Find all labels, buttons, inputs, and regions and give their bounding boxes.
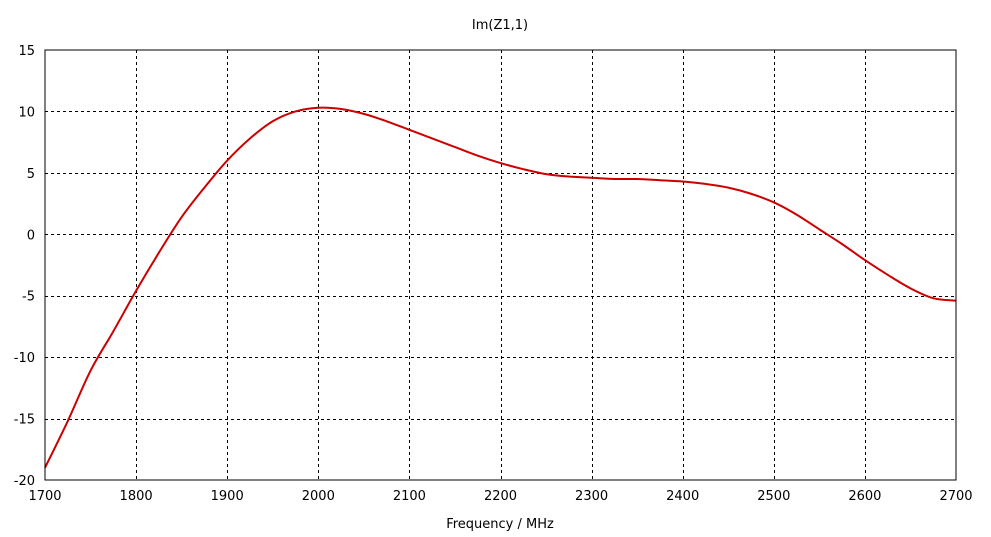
x-tick-label: 2200	[484, 489, 517, 504]
x-tick-label: 2000	[302, 489, 335, 504]
y-tick-label: -5	[22, 290, 35, 305]
plot-frame	[44, 49, 957, 481]
y-tick-label: 10	[18, 105, 35, 120]
y-tick-label: -15	[14, 413, 35, 428]
x-tick-label: 1800	[120, 489, 153, 504]
y-tick-label: -10	[14, 351, 35, 366]
x-tick-label: 2700	[939, 489, 972, 504]
x-tick-label: 2500	[757, 489, 790, 504]
y-tick-label: -20	[14, 474, 35, 489]
y-tick-label: 15	[18, 44, 35, 59]
x-tick-label: 2600	[848, 489, 881, 504]
x-tick-label: 2400	[666, 489, 699, 504]
y-tick-labels: -20 -15 -10 -5 0 5 10 15	[14, 44, 35, 489]
y-tick-label: 5	[27, 167, 35, 182]
x-axis-title: Frequency / MHz	[446, 517, 554, 532]
grid	[45, 50, 956, 480]
y-tick-label: 0	[27, 228, 35, 243]
x-tick-label: 2300	[575, 489, 608, 504]
series-layer	[44, 106, 957, 469]
chart-title: Im(Z1,1)	[472, 18, 528, 33]
x-tick-label: 1700	[28, 489, 61, 504]
series-line	[44, 106, 957, 469]
x-tick-labels: 1700 1800 1900 2000 2100 2200 2300 2400 2500 2600…	[28, 489, 972, 504]
x-tick-label: 1900	[211, 489, 244, 504]
x-tick-label: 2100	[393, 489, 426, 504]
